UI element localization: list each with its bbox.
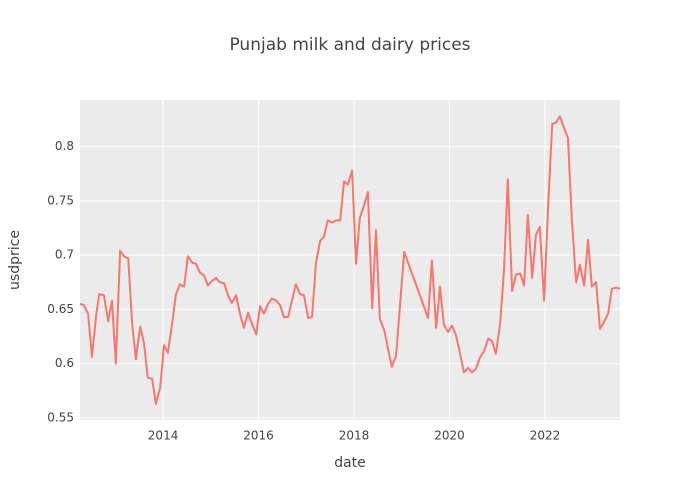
chart-title: Punjab milk and dairy prices bbox=[229, 35, 470, 55]
y-tick-label: 0.7 bbox=[55, 248, 74, 262]
y-tick-label: 0.6 bbox=[55, 356, 74, 370]
x-tick-label: 2016 bbox=[243, 429, 274, 443]
y-axis-title: usdprice bbox=[7, 230, 23, 290]
y-tick-label: 0.8 bbox=[55, 139, 74, 153]
x-tick-label: 2014 bbox=[148, 429, 179, 443]
data-line bbox=[79, 115, 621, 405]
y-tick-label: 0.65 bbox=[47, 302, 74, 316]
x-tick-label: 2022 bbox=[530, 429, 561, 443]
x-tick-label: 2020 bbox=[434, 429, 465, 443]
x-axis-title: date bbox=[334, 455, 366, 471]
x-tick-label: 2018 bbox=[339, 429, 370, 443]
y-tick-label: 0.55 bbox=[47, 410, 74, 424]
y-tick-label: 0.75 bbox=[47, 193, 74, 207]
